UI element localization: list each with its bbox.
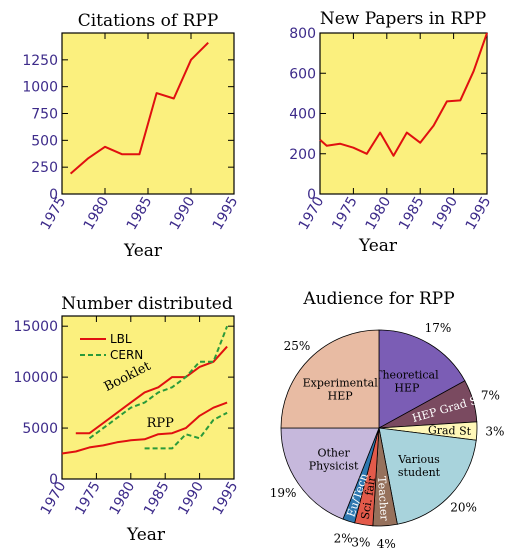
- x-tick-label: 1970: [38, 479, 70, 518]
- pie-slice-label: Various student: [397, 453, 440, 479]
- x-tick-label: 1975: [329, 194, 361, 233]
- panel-audience: Audience for RPP 17%Theoretical HEP7%HEP …: [270, 289, 505, 551]
- y-tick-label: 1000: [22, 80, 58, 96]
- series-line: [319, 32, 488, 157]
- pie-slice: [378, 329, 466, 429]
- annotation-label: RPP: [147, 416, 175, 431]
- x-axis-label: Year: [358, 236, 398, 256]
- legend: LBL CERN: [80, 332, 143, 362]
- pie-percent-label: 7%: [481, 389, 500, 403]
- pie-percent-label: 17%: [425, 321, 452, 335]
- x-axis-label: Year: [123, 241, 163, 261]
- pie-slice: [280, 427, 380, 520]
- pie-percent-label: 3%: [485, 425, 504, 439]
- plot-area: [61, 315, 235, 480]
- series-line: [144, 411, 228, 450]
- plot-area: [61, 32, 235, 195]
- y-tick-label: 500: [31, 133, 58, 149]
- x-tick-label: 1990: [167, 194, 199, 233]
- y-tick-label: 0: [49, 472, 58, 488]
- y-tick-label: 1250: [22, 53, 58, 69]
- x-tick-label: 1995: [210, 194, 242, 233]
- chart-title: Audience for RPP: [302, 289, 454, 309]
- pie-slice-label: Other Physicist: [309, 446, 359, 472]
- y-tick-label: 0: [307, 187, 316, 203]
- y-tick-label: 10000: [13, 370, 58, 386]
- x-tick-label: 1985: [141, 479, 173, 518]
- x-tick-label: 1990: [429, 194, 461, 233]
- y-tick-label: 750: [31, 107, 58, 123]
- y-tick-label: 400: [289, 107, 316, 123]
- series-line: [61, 401, 228, 455]
- x-tick-label: 1980: [81, 194, 113, 233]
- pie-slice-label: Teacher: [375, 476, 391, 522]
- y-tick-label: 200: [289, 147, 316, 163]
- x-tick-label: 1995: [463, 194, 495, 233]
- pie-slice-label: Experimental HEP: [303, 377, 379, 403]
- y-tick-label: 600: [289, 66, 316, 82]
- pie-percent-label: 2%: [334, 531, 353, 545]
- pie-percent-label: 25%: [284, 339, 311, 353]
- y-tick-label: 800: [289, 26, 316, 42]
- panel-citations: Citations of RPP 0 250 500 750 1000 1250 1975 1…: [22, 11, 241, 261]
- plot-area: [319, 32, 488, 195]
- chart-title: New Papers in RPP: [320, 9, 486, 29]
- legend-label-lbl: LBL: [110, 332, 132, 346]
- series-line: [88, 325, 229, 440]
- pie-percent-label: 19%: [270, 486, 297, 500]
- x-tick-label: 1995: [210, 479, 242, 518]
- x-tick-label: 1980: [107, 479, 139, 518]
- x-tick-label: 1985: [124, 194, 156, 233]
- y-tick-label: 250: [31, 160, 58, 176]
- chart-title: Number distributed: [61, 294, 233, 314]
- legend-label-cern: CERN: [110, 348, 143, 362]
- chart-title: Citations of RPP: [78, 11, 219, 31]
- x-tick-label: 1990: [175, 479, 207, 518]
- pie-slice-label: Theoretical HEP: [375, 368, 439, 394]
- x-tick-label: 1985: [396, 194, 428, 233]
- pie-slice: [378, 427, 477, 525]
- y-tick-label: 15000: [13, 319, 58, 335]
- x-tick-label: 1975: [38, 194, 70, 233]
- pie-slice-label: Grad St: [428, 424, 472, 438]
- y-tick-label: 0: [49, 187, 58, 203]
- pie-percent-label: 20%: [450, 500, 477, 514]
- series-group: [69, 41, 209, 175]
- y-tick-label: 5000: [22, 421, 58, 437]
- series-line: [69, 41, 209, 175]
- pie-percent-label: 4%: [377, 537, 396, 551]
- pie-slice: [280, 329, 380, 429]
- x-tick-label: 1980: [363, 194, 395, 233]
- x-tick-label: 1975: [72, 479, 104, 518]
- x-axis-label: Year: [126, 525, 166, 545]
- series-line: [75, 345, 228, 435]
- pie-percent-label: 3%: [351, 536, 370, 550]
- x-tick-label: 1970: [296, 194, 328, 233]
- series-group: [319, 32, 488, 157]
- series-group: [61, 325, 229, 455]
